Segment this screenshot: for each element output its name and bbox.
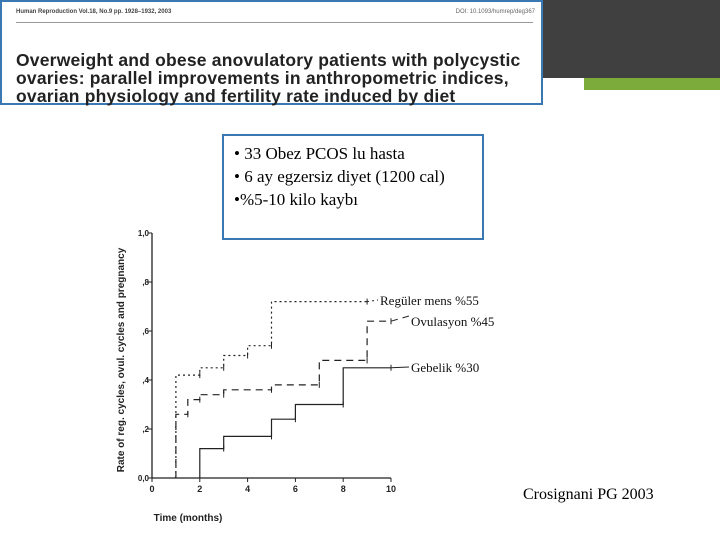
header-rule	[16, 22, 533, 23]
bullet-diet: • 6 ay egzersiz diyet (1200 cal)	[234, 167, 445, 186]
y-tick-label: 1,0	[138, 229, 150, 238]
chart-axes: 0 2 4 6 8 10 0,0 ,2 ,4 ,6 ,8 1,0	[138, 229, 396, 494]
bullet-patients: • 33 Obez PCOS lu hasta	[234, 144, 405, 163]
green-accent-bar	[584, 78, 720, 90]
x-tick-label: 6	[293, 484, 298, 494]
y-tick-label: ,2	[142, 425, 149, 434]
journal-line: Human Reproduction Vol.18, No.9 pp. 1928…	[16, 9, 172, 15]
series-line-0	[175, 301, 368, 478]
x-tick-label: 4	[245, 484, 250, 494]
paper-title: Overweight and obese anovulatory patient…	[16, 50, 521, 106]
x-tick-label: 10	[386, 484, 396, 494]
y-tick-label: 0,0	[138, 474, 150, 483]
x-tick-label: 2	[197, 484, 202, 494]
y-tick-label: ,6	[142, 327, 149, 336]
legend-regular-mens: Regüler mens %55	[380, 293, 479, 308]
legend-leader-line	[390, 366, 410, 369]
citation-credit: Crosignani PG 2003	[523, 486, 654, 503]
series-line-2	[199, 367, 391, 478]
bullet-weight-loss: •%5-10 kilo kaybı	[234, 190, 358, 209]
y-tick-label: ,8	[142, 278, 149, 287]
legend-leader-line	[390, 315, 410, 322]
series-line-1	[175, 320, 391, 478]
legend-ovulation: Ovulasyon %45	[411, 314, 494, 329]
x-axis-label: Time (months)	[154, 513, 223, 524]
paper-header: Human Reproduction Vol.18, No.9 pp. 1928…	[0, 0, 543, 105]
legend-pregnancy: Gebelik %30	[411, 360, 479, 375]
legend-leader-line	[367, 299, 379, 303]
x-tick-label: 8	[341, 484, 346, 494]
x-tick-label: 0	[149, 484, 154, 494]
doi-line: DOI: 10.1093/humrep/deg367	[455, 9, 535, 15]
study-summary-box: • 33 Obez PCOS lu hasta • 6 ay egzersiz …	[222, 134, 484, 240]
y-tick-label: ,4	[142, 376, 149, 385]
y-axis-label: Rate of reg. cycles, ovul. cycles and pr…	[116, 247, 127, 472]
chart-series	[175, 298, 410, 478]
top-decor-bar	[543, 0, 720, 78]
